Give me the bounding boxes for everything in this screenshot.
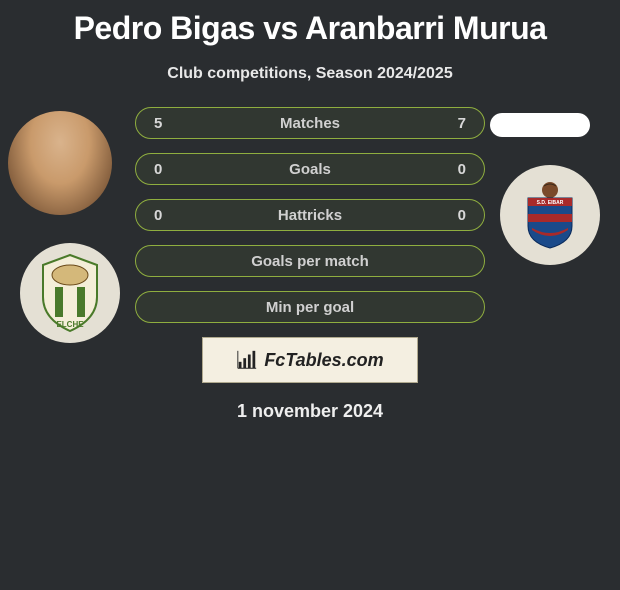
date-line: 1 november 2024 — [135, 401, 485, 422]
chart-icon — [236, 349, 258, 371]
page-title: Pedro Bigas vs Aranbarri Murua — [0, 10, 620, 47]
comparison-area: ELCHE S.D. EIBAR 5 Matches 7 0 Goals — [0, 103, 620, 463]
player1-photo — [8, 111, 112, 215]
player1-club-crest: ELCHE — [20, 243, 120, 343]
svg-text:ELCHE: ELCHE — [56, 320, 84, 329]
title-vs: vs — [263, 10, 298, 46]
subtitle: Club competitions, Season 2024/2025 — [0, 65, 620, 83]
branding-text: FcTables.com — [264, 350, 383, 371]
stat-right-value: 7 — [458, 115, 466, 132]
branding-box: FcTables.com — [202, 337, 418, 383]
stat-left-value: 0 — [154, 207, 162, 224]
stat-row: 0 Goals 0 — [135, 153, 485, 185]
elche-crest-icon: ELCHE — [35, 253, 105, 333]
stat-row: Min per goal — [135, 291, 485, 323]
stat-label: Goals per match — [251, 253, 369, 270]
title-player1: Pedro Bigas — [74, 10, 255, 46]
stat-label: Goals — [289, 161, 331, 178]
stat-left-value: 0 — [154, 161, 162, 178]
stat-right-value: 0 — [458, 161, 466, 178]
stat-row: 5 Matches 7 — [135, 107, 485, 139]
stat-label: Hattricks — [278, 207, 342, 224]
svg-text:S.D. EIBAR: S.D. EIBAR — [537, 200, 564, 206]
player2-club-crest: S.D. EIBAR — [500, 165, 600, 265]
eibar-crest-icon: S.D. EIBAR — [520, 180, 580, 250]
stat-right-value: 0 — [458, 207, 466, 224]
stat-label: Min per goal — [266, 299, 354, 316]
title-player2: Aranbarri Murua — [305, 10, 546, 46]
stat-label: Matches — [280, 115, 340, 132]
stat-row: 0 Hattricks 0 — [135, 199, 485, 231]
stat-left-value: 5 — [154, 115, 162, 132]
stat-row: Goals per match — [135, 245, 485, 277]
player2-photo-placeholder — [490, 113, 590, 137]
stats-column: 5 Matches 7 0 Goals 0 0 Hattricks 0 Goal… — [135, 107, 485, 422]
